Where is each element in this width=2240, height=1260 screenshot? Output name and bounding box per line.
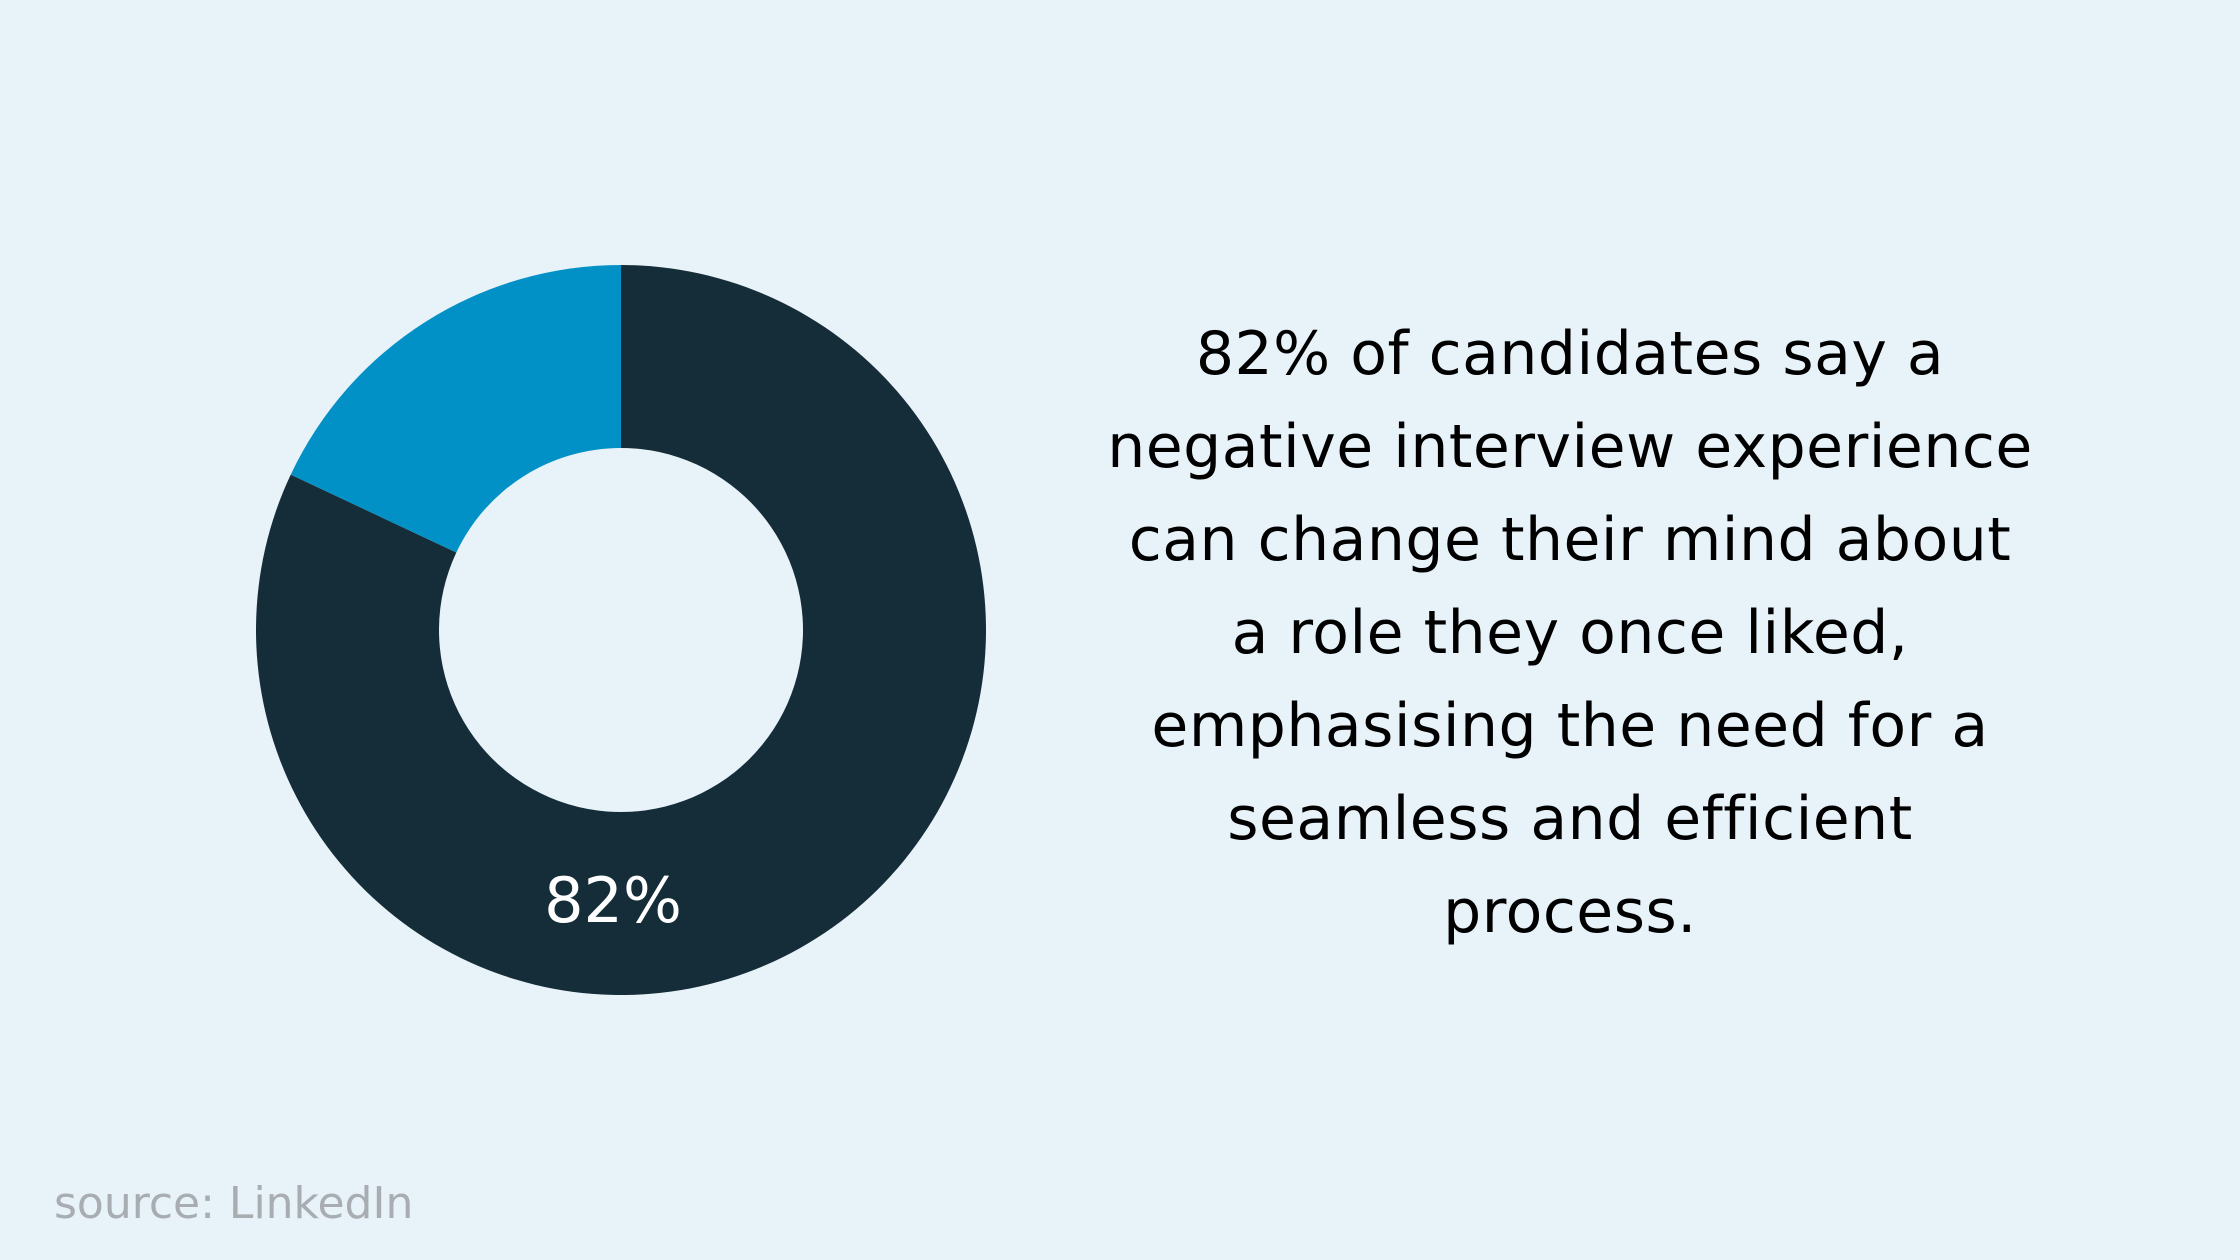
statement-line: a role they once liked, <box>1231 598 1909 668</box>
donut-slice-0 <box>256 265 987 995</box>
statement-line: process. <box>1443 877 1697 947</box>
statement-line: can change their mind about <box>1128 505 2012 575</box>
statement-line: emphasising the need for a <box>1151 691 1989 761</box>
donut-slice-1 <box>290 265 621 553</box>
source-credit: source: LinkedIn <box>54 1178 414 1229</box>
statement-line: 82% of candidates say a <box>1195 319 1945 389</box>
statement-line: negative interview experience <box>1107 412 2033 482</box>
statement-text: 82% of candidates say a negative intervi… <box>1040 308 2100 959</box>
donut-value-label: 82% <box>544 864 682 937</box>
statement-line: seamless and efficient <box>1227 784 1913 854</box>
